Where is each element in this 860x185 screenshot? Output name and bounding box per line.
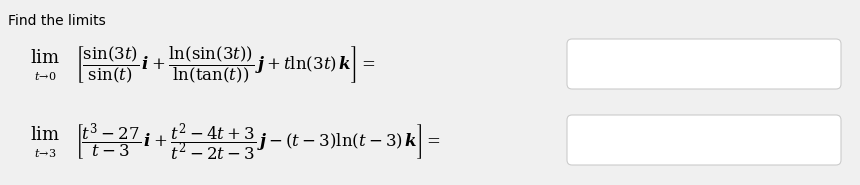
Text: $\lim$: $\lim$ [30, 126, 60, 144]
Text: $t\!\to\!0$: $t\!\to\!0$ [34, 70, 57, 82]
Text: $\left[\dfrac{t^3 - 27}{t - 3}\,\boldsymbol{i} + \dfrac{t^2 - 4t + 3}{t^2 - 2t -: $\left[\dfrac{t^3 - 27}{t - 3}\,\boldsym… [75, 121, 440, 163]
Text: $\lim$: $\lim$ [30, 49, 60, 67]
Text: $\left[\dfrac{\sin(3t)}{\sin(t)}\,\boldsymbol{i} + \dfrac{\ln(\sin(3t))}{\ln(\ta: $\left[\dfrac{\sin(3t)}{\sin(t)}\,\bolds… [75, 45, 375, 85]
Text: Find the limits: Find the limits [8, 14, 106, 28]
FancyBboxPatch shape [567, 39, 841, 89]
FancyBboxPatch shape [567, 115, 841, 165]
Text: $t\!\to\!3$: $t\!\to\!3$ [34, 147, 57, 159]
